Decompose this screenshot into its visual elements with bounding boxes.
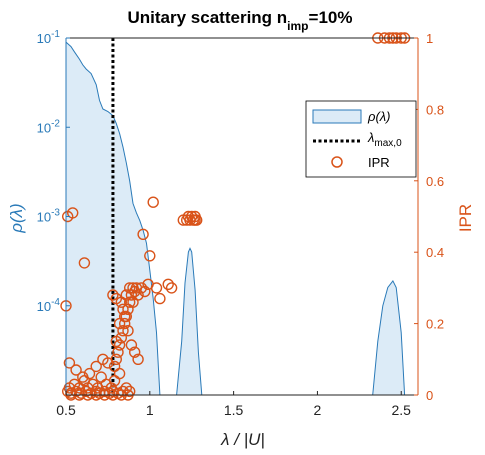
ipr-point — [78, 257, 91, 269]
ipr-point — [132, 353, 144, 365]
ipr-point — [70, 364, 82, 376]
ipr-point — [135, 282, 148, 294]
title-subscript: imp — [287, 19, 308, 33]
title-main: Unitary scattering n — [128, 8, 288, 27]
ipr-point — [162, 278, 174, 290]
legend-lambda-text: λmax,0 — [367, 130, 402, 149]
ipr-point — [165, 282, 178, 294]
legend-ipr-marker — [331, 156, 343, 168]
ipr-point — [150, 282, 163, 294]
legend-lambda-label: λ — [367, 130, 374, 145]
y-axis-left-label: ρ(λ) — [7, 203, 26, 233]
ipr-point — [118, 310, 131, 323]
x-axis-label: λ / |U| — [220, 430, 265, 449]
ipr-point — [128, 346, 141, 358]
y-left-tick-label: 10-1 — [37, 29, 61, 46]
legend-lambda-sub: max,0 — [374, 138, 402, 149]
y-right-tick-label: 0.2 — [426, 317, 444, 332]
y-left-tick-label: 10-2 — [37, 118, 61, 135]
ipr-point — [113, 339, 126, 351]
ipr-point — [90, 360, 102, 373]
ipr-point — [125, 339, 138, 351]
density-area-1 — [176, 248, 202, 395]
ipr-point — [118, 317, 131, 330]
title-tail: =10% — [309, 8, 353, 27]
ipr-point — [144, 250, 156, 262]
ipr-layer — [60, 32, 411, 401]
density-line-1 — [176, 247, 203, 396]
density-line-2 — [372, 279, 406, 396]
chart-title: Unitary scattering nimp=10% — [128, 8, 353, 33]
ipr-point — [137, 228, 149, 241]
density-area-0 — [66, 42, 160, 395]
x-tick-label: 0.5 — [56, 402, 76, 418]
ipr-point — [107, 289, 119, 301]
ipr-point — [189, 210, 201, 223]
ipr-point — [123, 296, 136, 308]
ipr-point — [122, 325, 134, 337]
density-area-2 — [372, 280, 405, 395]
y-left-tick-label: 10-4 — [37, 297, 61, 314]
ipr-point — [66, 207, 79, 219]
ipr-point — [110, 353, 123, 365]
ipr-point — [123, 282, 136, 294]
ipr-point — [115, 296, 128, 308]
ipr-point — [185, 210, 198, 223]
legend: ρ(λ) λmax,0 IPR — [305, 100, 417, 178]
ipr-point — [108, 360, 121, 373]
density-line-0 — [65, 41, 161, 396]
ipr-point — [139, 285, 151, 298]
ipr-point — [63, 357, 76, 369]
y-right-tick-label: 0.4 — [426, 245, 444, 260]
x-tick-label: 2 — [314, 402, 322, 418]
x-tick-label: 2.5 — [392, 402, 412, 418]
y-axis-right-label: IPR — [456, 204, 475, 232]
ipr-point — [154, 292, 166, 305]
y-right-tick-label: 1 — [426, 31, 433, 46]
x-tick-label: 1 — [146, 402, 154, 418]
ipr-point — [132, 289, 144, 301]
y-left-tick-label: 10-3 — [37, 208, 61, 225]
ipr-point — [182, 210, 195, 223]
ipr-point — [110, 335, 123, 348]
ipr-point — [117, 303, 129, 315]
ipr-point — [112, 346, 124, 358]
legend-density-swatch — [312, 109, 362, 124]
x-tick-label: 1.5 — [224, 402, 244, 418]
legend-ipr-label: IPR — [368, 155, 390, 170]
y-right-tick-label: 0.8 — [426, 102, 444, 117]
legend-density-label: ρ(λ) — [367, 109, 391, 124]
ticks-layer: 0.5 1 1.5 2 2.5 10-1 10-2 10-3 10-4 0 0.2 0.4 0.6 0.8… — [37, 29, 444, 418]
y-right-tick-label: 0.6 — [426, 174, 444, 189]
ipr-point — [147, 196, 159, 208]
density-layer — [65, 41, 406, 396]
y-right-tick-label: 0 — [426, 388, 433, 403]
ipr-point — [117, 325, 129, 337]
